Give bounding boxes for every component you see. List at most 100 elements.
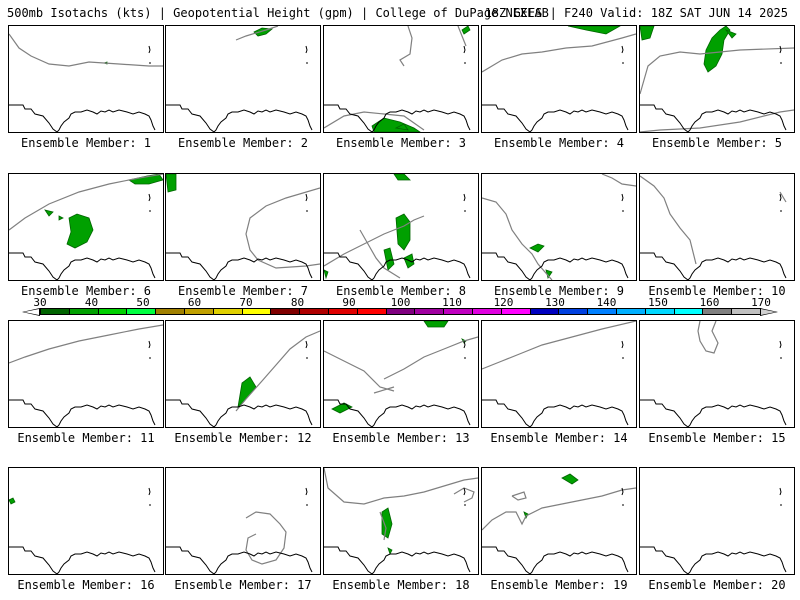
colorbar-swatch <box>126 308 157 315</box>
height-contour <box>373 386 395 394</box>
coastline <box>640 104 787 132</box>
member-map <box>8 173 164 281</box>
coastline <box>482 399 629 427</box>
island-outline <box>621 45 624 54</box>
colorbar-swatch <box>155 308 185 315</box>
member-map-svg <box>324 468 478 574</box>
member-map-svg <box>324 26 471 132</box>
coastline <box>482 252 629 280</box>
jet-streak <box>640 26 655 41</box>
island-outline <box>779 193 782 202</box>
height-contour <box>601 174 636 187</box>
jet-streak <box>724 29 737 39</box>
member-label: Ensemble Member: 18 <box>332 578 470 592</box>
colorbar-tick-label: 150 <box>648 296 668 309</box>
island-outline <box>305 193 308 202</box>
coastline <box>166 399 313 427</box>
colorbar-tick-label: 40 <box>84 296 99 309</box>
member-label: Ensemble Member: 1 <box>20 136 152 150</box>
jet-streak <box>395 213 411 251</box>
height-contour <box>359 229 401 279</box>
member-map <box>481 467 637 575</box>
colorbar-swatch <box>587 308 617 315</box>
height-contour <box>383 336 478 380</box>
colorbar-tick-label: 100 <box>390 296 411 309</box>
height-contour <box>697 321 719 354</box>
member-map-svg <box>640 487 787 574</box>
member-map <box>165 25 321 133</box>
height-contour <box>235 26 279 41</box>
member-label: Ensemble Member: 19 <box>490 578 628 592</box>
colorbar-swatch <box>472 308 502 315</box>
member-map-svg <box>482 321 636 427</box>
island-outline <box>779 340 782 349</box>
height-contour <box>324 215 425 267</box>
island-outline <box>463 487 466 496</box>
coastline <box>9 104 156 132</box>
colorbar-swatch <box>40 308 70 315</box>
colorbar-tick-label: 110 <box>442 296 462 309</box>
product-title: 500mb Isotachs (kts) | Geopotential Heig… <box>7 6 549 20</box>
island-outline <box>148 340 151 349</box>
height-contour <box>9 174 163 231</box>
jet-streak <box>567 26 621 35</box>
member-label: Ensemble Member: 6 <box>20 284 152 298</box>
member-map <box>8 25 164 133</box>
colorbar-arrow-right-icon <box>760 308 778 316</box>
colorbar-swatch <box>184 308 214 315</box>
member-label: Ensemble Member: 7 <box>177 284 309 298</box>
jet-streak <box>393 174 411 181</box>
height-contour <box>482 321 636 370</box>
coastline <box>482 104 629 132</box>
island-outline <box>305 340 308 349</box>
jet-streak <box>529 243 545 253</box>
colorbar-swatch <box>328 308 358 315</box>
height-contour <box>511 491 527 501</box>
jet-streak <box>9 497 16 505</box>
valid-time-label: 18Z GEFS | F240 Valid: 18Z SAT JUN 14 20… <box>484 6 788 20</box>
jet-streak <box>461 26 471 35</box>
height-contour <box>482 487 636 531</box>
colorbar-swatch <box>270 308 301 315</box>
island-outline <box>148 45 151 54</box>
colorbar-swatch <box>731 308 761 315</box>
member-map-svg <box>482 473 636 574</box>
member-label: Ensemble Member: 3 <box>335 136 467 150</box>
island-outline <box>621 487 624 496</box>
colorbar-tick-label: 30 <box>33 296 47 309</box>
member-map <box>8 320 164 428</box>
member-map <box>639 25 795 133</box>
member-map-svg <box>166 330 320 427</box>
colorbar-swatch <box>299 308 329 315</box>
height-contour <box>324 350 395 392</box>
member-map <box>639 320 795 428</box>
height-contour <box>640 109 794 132</box>
member-map <box>481 320 637 428</box>
coastline <box>166 546 313 574</box>
coastline <box>9 399 156 427</box>
member-map-svg <box>166 26 313 132</box>
member-label: Ensemble Member: 10 <box>648 284 786 298</box>
member-label: Ensemble Member: 17 <box>174 578 312 592</box>
member-label: Ensemble Member: 2 <box>177 136 309 150</box>
member-label: Ensemble Member: 12 <box>174 431 312 445</box>
coastline <box>166 252 313 280</box>
member-map <box>481 25 637 133</box>
jet-streak <box>237 376 257 409</box>
height-contour <box>9 324 163 364</box>
island-outline <box>305 487 308 496</box>
height-contour <box>324 468 478 505</box>
height-contour <box>640 47 794 95</box>
colorbar-tick-label: 80 <box>290 296 305 309</box>
colorbar-swatch <box>644 308 675 315</box>
member-map <box>481 173 637 281</box>
island-outline <box>463 45 466 54</box>
member-label: Ensemble Member: 9 <box>493 284 625 298</box>
member-map <box>8 467 164 575</box>
colorbar-swatch <box>414 308 445 315</box>
colorbar-swatch <box>356 308 387 315</box>
member-map-svg <box>640 26 794 132</box>
member-label: Ensemble Member: 8 <box>335 284 467 298</box>
colorbar-swatch <box>241 308 272 315</box>
colorbar-tick-label: 60 <box>187 296 202 309</box>
